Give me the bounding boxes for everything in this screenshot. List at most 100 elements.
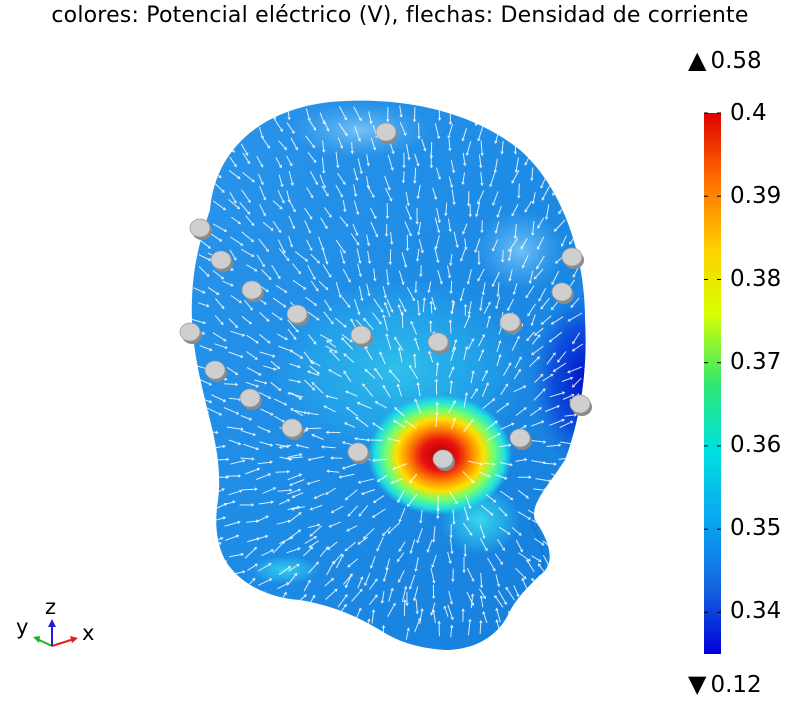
current-arrowhead: [512, 114, 517, 118]
current-arrowhead: [235, 534, 240, 538]
current-arrow: [522, 613, 531, 623]
current-arrowhead: [389, 198, 393, 202]
current-arrowhead: [260, 164, 264, 168]
current-arrowhead: [496, 294, 500, 298]
current-arrow: [572, 297, 580, 307]
current-arrowhead: [298, 396, 303, 400]
current-arrowhead: [340, 553, 344, 558]
current-arrowhead: [297, 529, 302, 533]
current-arrow: [360, 504, 369, 515]
current-arrowhead: [254, 268, 258, 272]
current-arrow: [271, 312, 281, 320]
current-arrowhead: [247, 112, 251, 116]
current-arrow: [481, 372, 487, 382]
current-arrowhead: [519, 549, 523, 553]
current-arrow: [228, 490, 240, 496]
current-arrowhead: [406, 627, 410, 631]
current-arrow: [260, 408, 272, 415]
current-arrow: [573, 169, 582, 180]
current-arrowhead: [238, 300, 243, 304]
current-arrow: [370, 137, 375, 148]
current-arrowhead: [452, 202, 456, 206]
current-arrow: [401, 252, 407, 266]
range-min: ▼ 0.12: [688, 672, 762, 697]
current-arrowhead: [311, 433, 315, 438]
current-arrowhead: [372, 147, 377, 151]
current-arrowhead: [209, 347, 213, 352]
current-arrow: [397, 386, 402, 397]
current-arrowhead: [385, 333, 389, 337]
current-arrowhead: [280, 184, 284, 188]
current-arrowhead: [562, 184, 567, 188]
current-arrow: [496, 404, 508, 413]
current-arrowhead: [390, 167, 394, 171]
current-arrowhead: [281, 419, 286, 423]
current-arrowhead: [328, 214, 332, 218]
current-arrow: [193, 616, 206, 625]
current-arrowhead: [344, 422, 348, 426]
current-arrow: [287, 474, 300, 481]
current-arrowhead: [366, 243, 371, 247]
current-arrow: [342, 268, 350, 281]
current-arrowhead: [222, 207, 227, 211]
current-arrowhead: [517, 368, 521, 373]
current-arrowhead: [270, 549, 275, 553]
current-arrow: [194, 203, 201, 213]
current-arrowhead: [436, 516, 440, 520]
current-arrow: [366, 176, 369, 187]
current-arrowhead: [394, 336, 398, 341]
current-arrowhead: [286, 456, 290, 460]
current-arrowhead: [492, 202, 496, 206]
current-arrow: [555, 537, 566, 542]
current-arrow: [485, 422, 496, 431]
electrode: [179, 322, 202, 344]
scalp-highlight: [290, 102, 430, 158]
current-arrow: [274, 415, 283, 422]
current-arrowhead: [391, 150, 395, 155]
current-arrowhead: [347, 564, 351, 568]
current-arrowhead: [374, 594, 378, 598]
current-arrowhead: [366, 163, 370, 167]
current-arrowhead: [272, 354, 276, 358]
current-arrowhead: [439, 281, 443, 285]
current-arrow: [210, 233, 221, 241]
current-arrow: [327, 395, 339, 400]
current-arrow: [470, 596, 473, 609]
current-arrowhead: [495, 306, 499, 310]
current-arrow: [437, 506, 439, 517]
current-arrowhead: [415, 258, 420, 262]
current-arrowhead: [341, 466, 346, 470]
current-arrowhead: [494, 140, 498, 144]
current-arrow: [365, 347, 373, 361]
current-arrowhead: [220, 536, 224, 541]
current-arrowhead: [487, 474, 491, 478]
current-arrowhead: [448, 319, 453, 323]
current-arrowhead: [571, 348, 576, 352]
current-arrow: [448, 138, 451, 149]
current-arrow: [366, 370, 376, 379]
current-arrow: [518, 552, 529, 561]
current-arrow: [445, 202, 448, 214]
current-arrowhead: [540, 373, 544, 378]
current-arrowhead: [525, 295, 529, 299]
current-arrow: [240, 143, 248, 154]
current-arrowhead: [474, 388, 478, 392]
current-arrow: [366, 283, 370, 294]
current-arrowhead: [551, 281, 555, 286]
current-arrow: [277, 489, 290, 492]
current-arrowhead: [498, 340, 502, 344]
current-arrowhead: [437, 220, 441, 224]
current-arrowhead: [397, 579, 402, 583]
current-arrow: [321, 157, 325, 171]
current-arrow: [509, 249, 513, 259]
current-arrow: [215, 298, 223, 308]
current-arrowhead: [497, 432, 501, 437]
current-arrow: [229, 192, 236, 202]
current-arrow: [444, 608, 449, 617]
current-arrow: [542, 375, 552, 382]
current-arrow: [277, 239, 285, 252]
current-arrowhead: [511, 213, 515, 217]
current-arrowhead: [552, 368, 557, 372]
current-arrowhead: [565, 200, 569, 204]
current-arrow: [573, 111, 580, 122]
